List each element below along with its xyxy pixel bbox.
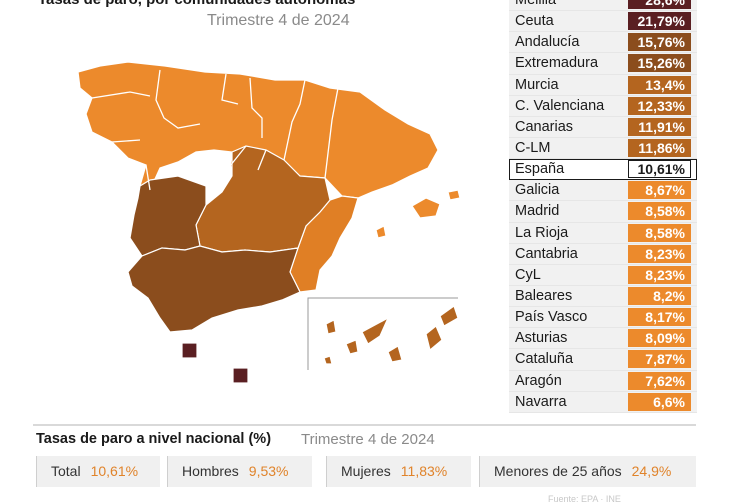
region-name: Baleares xyxy=(515,287,573,304)
table-row: Navarra 6,6% xyxy=(509,391,697,413)
map-borders xyxy=(91,69,339,191)
map-andalucia xyxy=(127,245,301,333)
region-rate: 8,23% xyxy=(628,244,691,263)
region-name: Asturias xyxy=(515,330,568,347)
national-subtitle: Trimestre 4 de 2024 xyxy=(301,431,435,448)
region-name: Cataluña xyxy=(515,351,574,368)
table-row: Extremadura 15,26% xyxy=(509,53,697,75)
region-rate: 11,91% xyxy=(628,117,691,136)
region-rate: 8,2% xyxy=(628,286,691,305)
region-rate: 21,79% xyxy=(628,12,691,31)
region-rate: 12,33% xyxy=(628,96,691,115)
region-rate: 13,4% xyxy=(628,75,691,94)
region-name: C-LM xyxy=(515,139,551,156)
region-rate: 10,61% xyxy=(628,160,691,179)
stat-label: Menores de 25 años xyxy=(494,463,622,479)
region-rate: 15,76% xyxy=(628,33,691,52)
table-row: España 10,61% xyxy=(509,159,697,181)
region-name: C. Valenciana xyxy=(515,97,605,114)
table-row: Ceuta 21,79% xyxy=(509,11,697,33)
table-row: Andalucía 15,76% xyxy=(509,32,697,54)
stat-mujeres: Mujeres 11,83% xyxy=(326,456,471,487)
source-note: Fuente: EPA · INE xyxy=(548,494,621,504)
table-row: Melilla 28,6% xyxy=(509,0,697,12)
map-baleares xyxy=(375,189,461,239)
table-row: C. Valenciana 12,33% xyxy=(509,95,697,117)
stat-label: Hombres xyxy=(182,463,239,479)
table-row: Cantabria 8,23% xyxy=(509,243,697,265)
table-row: País Vasco 8,17% xyxy=(509,307,697,329)
region-rate: 8,09% xyxy=(628,329,691,348)
table-row: Murcia 13,4% xyxy=(509,74,697,96)
map-canarias xyxy=(323,305,459,365)
spain-map xyxy=(77,61,461,384)
chart-subtitle: Trimestre 4 de 2024 xyxy=(207,12,350,29)
stat-total: Total 10,61% xyxy=(36,456,160,487)
region-rate: 6,6% xyxy=(628,392,691,411)
table-row: Baleares 8,2% xyxy=(509,285,697,308)
region-name: Navarra xyxy=(515,393,567,410)
table-row: CyL 8,23% xyxy=(509,264,697,286)
region-name: Canarias xyxy=(515,118,574,135)
table-row: C-LM 11,86% xyxy=(509,137,697,160)
region-rate: 8,67% xyxy=(628,181,691,200)
national-title: Tasas de paro a nivel nacional (%) xyxy=(36,431,272,447)
region-rate: 8,58% xyxy=(628,202,691,221)
region-name: España xyxy=(515,161,565,178)
stat-value: 24,9% xyxy=(631,463,672,479)
map-ceuta xyxy=(181,342,198,359)
map-melilla xyxy=(232,367,249,384)
region-name: Melilla xyxy=(515,0,557,8)
stat-value: 10,61% xyxy=(90,463,139,479)
region-rate: 8,17% xyxy=(628,308,691,327)
region-name: Cantabria xyxy=(515,245,578,262)
table-row: Cataluña 7,87% xyxy=(509,349,697,371)
region-rate: 8,58% xyxy=(628,223,691,242)
region-rate: 28,6% xyxy=(628,0,691,9)
rates-table: Melilla 28,6% Ceuta 21,79% Andalucía 15,76% Ex… xyxy=(509,0,697,413)
region-rate: 7,87% xyxy=(628,350,691,369)
region-name: La Rioja xyxy=(515,224,569,241)
table-row: Galicia 8,67% xyxy=(509,180,697,202)
region-name: Madrid xyxy=(515,203,560,220)
region-name: Galicia xyxy=(515,182,560,199)
divider xyxy=(33,424,696,426)
region-name: Andalucía xyxy=(515,34,580,51)
map-extremadura xyxy=(129,175,207,257)
map-canarias-frame xyxy=(307,297,458,370)
region-name: Aragón xyxy=(515,372,562,389)
stat-value: 9,53% xyxy=(248,463,289,479)
stat-label: Total xyxy=(51,463,81,479)
stat-value: 11,83% xyxy=(400,463,448,479)
stat-label: Mujeres xyxy=(341,463,391,479)
region-name: Extremadura xyxy=(515,55,599,72)
region-name: Ceuta xyxy=(515,13,554,30)
region-rate: 7,62% xyxy=(628,371,691,390)
table-row: Aragón 7,62% xyxy=(509,370,697,392)
table-row: Madrid 8,58% xyxy=(509,201,697,223)
stat-hombres: Hombres 9,53% xyxy=(167,456,312,487)
region-name: CyL xyxy=(515,266,541,283)
region-name: País Vasco xyxy=(515,309,588,326)
chart-title: Tasas de paro, por comunidades autónomas xyxy=(38,0,355,8)
table-row: La Rioja 8,58% xyxy=(509,222,697,244)
region-rate: 8,23% xyxy=(628,265,691,284)
table-row: Canarias 11,91% xyxy=(509,116,697,138)
table-row: Asturias 8,09% xyxy=(509,328,697,350)
stat-menores: Menores de 25 años 24,9% xyxy=(479,456,696,487)
region-rate: 15,26% xyxy=(628,54,691,73)
region-rate: 11,86% xyxy=(628,138,691,157)
region-name: Murcia xyxy=(515,76,559,93)
